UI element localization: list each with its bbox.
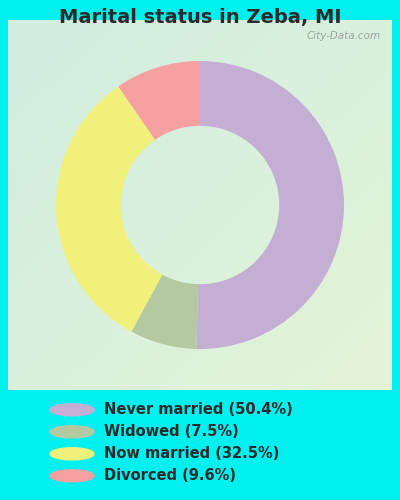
Circle shape [50,426,94,438]
Wedge shape [56,86,162,332]
Circle shape [50,470,94,482]
Wedge shape [196,61,344,349]
Circle shape [50,404,94,416]
Text: Widowed (7.5%): Widowed (7.5%) [104,424,239,440]
Text: City-Data.com: City-Data.com [306,31,380,41]
Text: Now married (32.5%): Now married (32.5%) [104,446,279,462]
Wedge shape [118,61,200,140]
Wedge shape [132,274,198,349]
Circle shape [50,448,94,460]
Text: Never married (50.4%): Never married (50.4%) [104,402,293,417]
Text: Marital status in Zeba, MI: Marital status in Zeba, MI [59,8,341,28]
Text: Divorced (9.6%): Divorced (9.6%) [104,468,236,483]
